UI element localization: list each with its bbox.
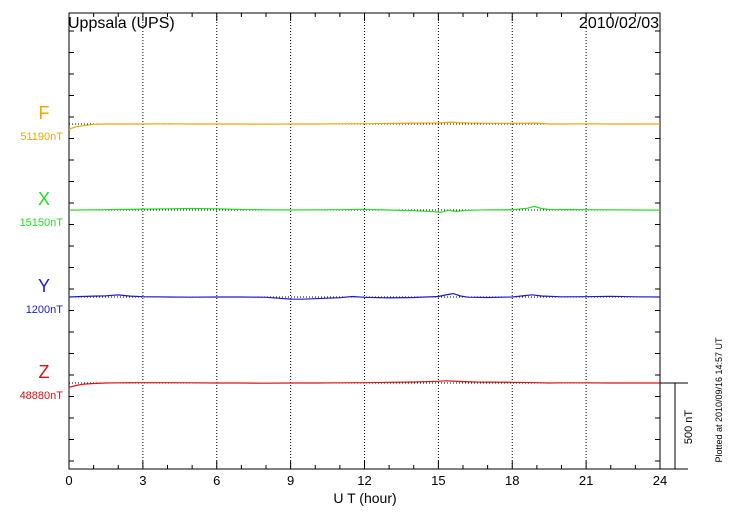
series-baseline-label-f: 51190nT bbox=[20, 131, 63, 143]
axes-layer bbox=[68, 12, 688, 470]
x-tick-label: 6 bbox=[213, 473, 220, 488]
series-name-y: Y bbox=[38, 276, 50, 296]
series-line-f bbox=[68, 121, 660, 130]
x-tick-label: 3 bbox=[139, 473, 146, 488]
label-layer: 0 3 6 9 12 15 18 21 24 F 51190nT X 15150nT Y 1200nT Z 48… bbox=[20, 103, 668, 488]
chart-title: Uppsala (UPS) bbox=[68, 15, 175, 32]
x-tick-label: 9 bbox=[287, 473, 294, 488]
x-tick-label: 18 bbox=[505, 473, 519, 488]
series-layer bbox=[68, 121, 661, 388]
series-name-x: X bbox=[38, 189, 50, 209]
grid-layer bbox=[142, 13, 587, 469]
x-tick-label: 0 bbox=[65, 473, 72, 488]
series-baseline-label-x: 15150nT bbox=[20, 217, 64, 229]
scale-bar-label: 500 nT bbox=[683, 410, 695, 445]
x-tick-label: 21 bbox=[579, 473, 593, 488]
x-tick-label: 15 bbox=[431, 473, 445, 488]
x-axis-label: U T (hour) bbox=[333, 490, 396, 506]
series-baseline-label-y: 1200nT bbox=[26, 304, 64, 316]
series-line-y bbox=[68, 292, 661, 300]
series-name-f: F bbox=[39, 103, 50, 123]
x-tick-label: 24 bbox=[653, 473, 667, 488]
series-name-z: Z bbox=[39, 362, 50, 382]
chart-date: 2010/02/03 bbox=[579, 15, 659, 32]
series-line-z bbox=[68, 380, 660, 388]
series-line-x bbox=[68, 205, 661, 214]
x-tick-label: 12 bbox=[357, 473, 371, 488]
series-baseline-label-z: 48880nT bbox=[20, 390, 64, 402]
plotted-note: Plotted at 2010/09/16 14:57 UT bbox=[714, 337, 724, 463]
